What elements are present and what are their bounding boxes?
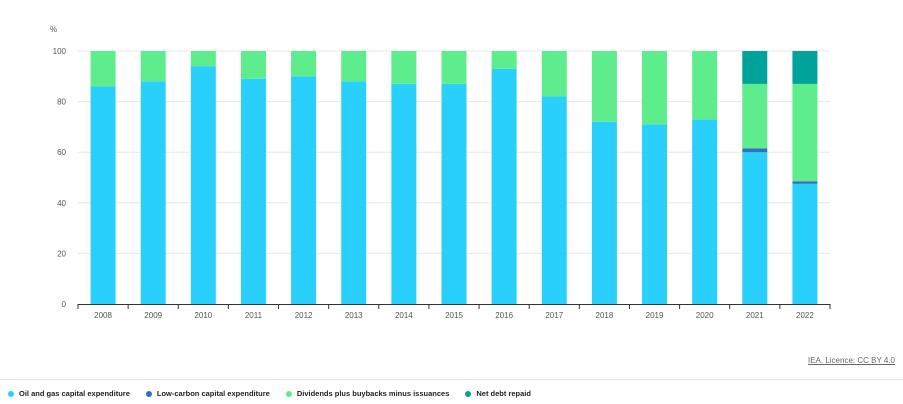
bar-segment-2010-s0	[190, 66, 216, 305]
bar-segment-2013-s0	[341, 81, 367, 304]
x-tick-label: 2020	[696, 311, 714, 320]
x-tick-label: 2016	[495, 311, 513, 320]
bar-segment-2021-s0	[742, 152, 768, 304]
bar-segment-2016-s0	[491, 68, 517, 305]
x-axis: 2008 2009 2010 2011 2012 2013 2014 2015 2016 2017…	[77, 304, 831, 320]
legend-swatch	[8, 390, 14, 397]
x-tick-label: 2009	[144, 311, 162, 320]
x-tick-label: 2022	[796, 311, 814, 320]
bars	[90, 51, 818, 305]
bar-segment-2012-s0	[291, 76, 317, 304]
bar-segment-2020-s2	[692, 51, 718, 120]
bar-segment-2022-s3	[792, 51, 818, 84]
legend-label: Low-carbon capital expenditure	[156, 389, 270, 398]
bar-segment-2022-s1	[792, 181, 818, 184]
bar-segment-2008-s0	[90, 86, 116, 304]
legend-label: Dividends plus buybacks minus issuances	[296, 389, 450, 398]
licence-link[interactable]: IEA. Licence: CC BY 4.0	[807, 356, 895, 365]
bar-segment-2008-s2	[90, 51, 116, 87]
x-tick-label: 2013	[345, 311, 363, 320]
bar-segment-2021-s1	[742, 148, 768, 153]
bar-segment-2015-s0	[441, 83, 467, 304]
legend-label: Oil and gas capital expenditure	[19, 389, 130, 398]
bar-segment-2011-s2	[240, 51, 266, 79]
bar-segment-2009-s2	[140, 51, 166, 82]
bar-segment-2021-s3	[742, 51, 768, 84]
bar-segment-2022-s0	[792, 183, 818, 304]
y-axis-unit-label: %	[50, 25, 57, 34]
x-tick-label: 2019	[646, 311, 664, 320]
legend-swatch	[285, 390, 292, 397]
bar-segment-2019-s2	[642, 51, 668, 125]
y-axis-ticks: 0 20 40 60 80 100	[53, 47, 67, 309]
bar-segment-2018-s2	[591, 51, 617, 122]
bar-segment-2014-s0	[391, 83, 417, 304]
y-tick-label: 100	[53, 47, 67, 56]
y-tick-label: 40	[57, 199, 66, 208]
bar-segment-2020-s0	[692, 119, 718, 304]
x-tick-label: 2021	[746, 311, 764, 320]
legend-swatch	[145, 390, 152, 397]
y-tick-label: 0	[62, 300, 67, 309]
y-tick-label: 20	[57, 249, 66, 258]
bar-segment-2017-s2	[541, 51, 567, 97]
bar-segment-2013-s2	[341, 51, 367, 82]
bar-segment-2009-s0	[140, 81, 166, 304]
legend-label: Net debt repaid	[476, 389, 531, 398]
bar-segment-2010-s2	[190, 51, 216, 67]
bar-segment-2018-s0	[591, 121, 617, 304]
x-tick-label: 2011	[245, 311, 263, 320]
bar-segment-2012-s2	[291, 51, 317, 77]
bar-segment-2016-s2	[491, 51, 517, 69]
x-tick-label: 2008	[94, 311, 112, 320]
x-tick-label: 2018	[596, 311, 614, 320]
legend-divider	[0, 379, 903, 380]
bar-segment-2021-s2	[742, 83, 768, 149]
bar-segment-2015-s2	[441, 51, 467, 84]
legend-item[interactable]: Net debt repaid	[465, 389, 531, 398]
legend: Oil and gas capital expenditure Low-carbo…	[8, 389, 531, 398]
legend-item[interactable]: Low-carbon capital expenditure	[145, 389, 270, 398]
bar-segment-2022-s2	[792, 83, 818, 182]
legend-swatch	[465, 390, 472, 397]
x-tick-label: 2014	[395, 311, 413, 320]
y-tick-label: 60	[57, 148, 66, 157]
y-tick-label: 80	[57, 98, 66, 107]
bar-segment-2011-s0	[240, 78, 266, 304]
bar-segment-2017-s0	[541, 96, 567, 304]
x-tick-label: 2015	[445, 311, 463, 320]
legend-item[interactable]: Oil and gas capital expenditure	[8, 389, 130, 398]
bar-segment-2014-s2	[391, 51, 417, 84]
bar-segment-2019-s0	[642, 124, 668, 305]
x-tick-label: 2010	[194, 311, 212, 320]
x-tick-label: 2012	[295, 311, 313, 320]
x-tick-label: 2017	[545, 311, 563, 320]
legend-item[interactable]: Dividends plus buybacks minus issuances	[285, 389, 450, 398]
